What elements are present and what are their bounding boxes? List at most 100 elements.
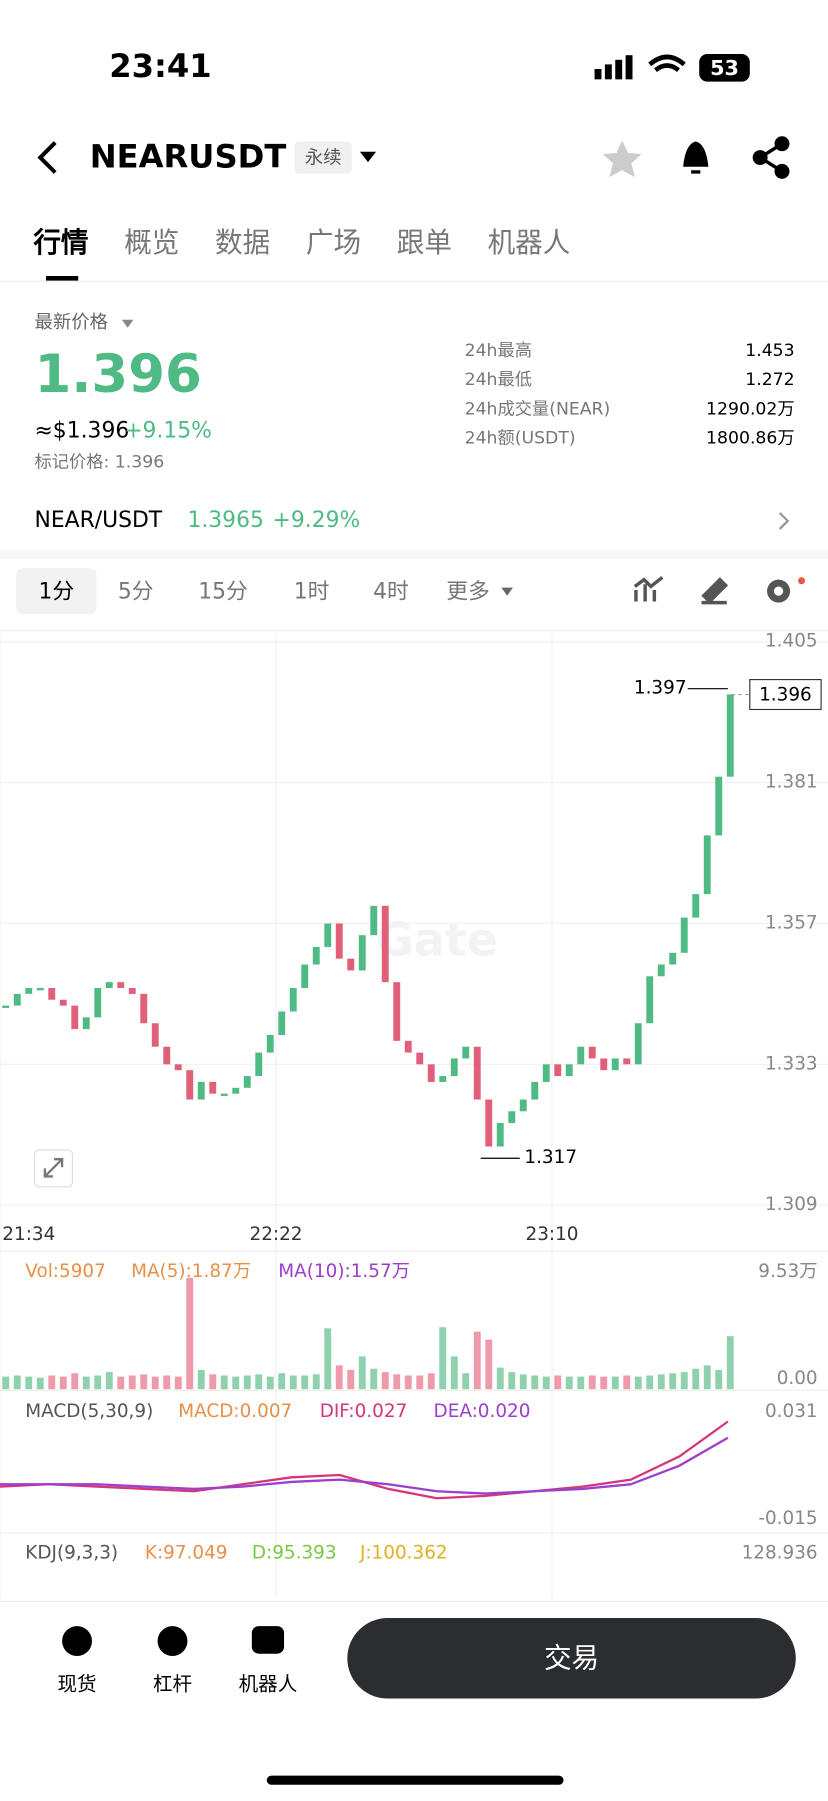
nav-label[interactable]: 机器人 bbox=[239, 1672, 298, 1695]
candle bbox=[94, 988, 102, 1018]
interval[interactable]: 4时 bbox=[373, 579, 409, 604]
candle bbox=[542, 1064, 550, 1082]
tab[interactable]: 概览 bbox=[124, 226, 179, 259]
alert[interactable] bbox=[683, 141, 709, 174]
badge bbox=[798, 577, 805, 585]
candle bbox=[163, 1046, 171, 1065]
candle bbox=[186, 1070, 194, 1100]
volume-bar bbox=[13, 1375, 21, 1390]
volume-bar bbox=[94, 1375, 102, 1390]
interval[interactable]: 1分 bbox=[38, 579, 74, 604]
tab[interactable]: 跟单 bbox=[397, 226, 452, 259]
macd-tick: 0.031 bbox=[765, 1401, 818, 1422]
volume-bar bbox=[82, 1376, 90, 1390]
tab[interactable]: 广场 bbox=[306, 226, 361, 259]
volume-bar bbox=[278, 1373, 286, 1390]
y-tick-label: 1.309 bbox=[765, 1194, 818, 1215]
volume-bar bbox=[565, 1376, 573, 1390]
kdj-label: K:97.049 bbox=[145, 1543, 228, 1564]
candle bbox=[232, 1087, 240, 1094]
nav-label[interactable]: 现货 bbox=[58, 1672, 97, 1695]
candle bbox=[174, 1064, 182, 1071]
indicator-icon[interactable] bbox=[633, 575, 664, 602]
trade-button[interactable] bbox=[347, 1618, 796, 1699]
settings-hole bbox=[773, 586, 784, 596]
volume-bar bbox=[48, 1375, 56, 1390]
volume-bar bbox=[128, 1375, 136, 1390]
kdj-tick: 128.936 bbox=[742, 1543, 818, 1564]
mark-price: 标记价格: 1.396 bbox=[35, 452, 165, 472]
y-tick-label: 1.381 bbox=[765, 772, 818, 793]
change: +9.15% bbox=[124, 418, 212, 443]
volume-bar bbox=[577, 1376, 585, 1390]
usd-price: ≈$1.396 bbox=[35, 418, 130, 443]
volume-bar bbox=[301, 1375, 309, 1390]
interval[interactable]: 15分 bbox=[198, 579, 248, 604]
volume-bar bbox=[324, 1328, 332, 1390]
volume-bar bbox=[726, 1336, 734, 1390]
vol-label: Vol:5907 bbox=[25, 1261, 106, 1282]
volume-bar bbox=[36, 1377, 44, 1390]
kdj-label: D:95.393 bbox=[252, 1543, 337, 1564]
share[interactable] bbox=[752, 136, 790, 179]
tag: 永续 bbox=[305, 148, 342, 169]
stat-label: 24h最低 bbox=[465, 370, 532, 390]
volume-bar bbox=[117, 1376, 125, 1390]
spot-icon[interactable] bbox=[62, 1626, 92, 1656]
volume-bar bbox=[473, 1331, 481, 1390]
interval[interactable]: 5分 bbox=[118, 579, 154, 604]
volume-bar bbox=[140, 1374, 148, 1390]
candle bbox=[588, 1046, 596, 1059]
tab[interactable]: 行情 bbox=[32, 226, 88, 259]
candle bbox=[347, 958, 355, 971]
back[interactable] bbox=[37, 141, 57, 174]
candle bbox=[255, 1052, 263, 1077]
candle bbox=[324, 923, 332, 947]
nav-label[interactable]: 杠杆 bbox=[153, 1672, 192, 1695]
candle bbox=[416, 1052, 424, 1065]
pair-price: 1.3965 bbox=[187, 508, 263, 533]
candle bbox=[496, 1123, 504, 1147]
x-tick-label: 23:10 bbox=[526, 1224, 579, 1245]
dropdown[interactable] bbox=[359, 151, 377, 163]
candle bbox=[312, 946, 320, 965]
volume-bar bbox=[588, 1375, 596, 1390]
candle bbox=[657, 964, 665, 977]
caret bbox=[121, 319, 134, 328]
volume-bar bbox=[243, 1375, 251, 1390]
volume-bar bbox=[381, 1372, 389, 1390]
bot-icon[interactable] bbox=[251, 1626, 285, 1654]
candle bbox=[335, 923, 343, 959]
margin-icon[interactable] bbox=[157, 1626, 188, 1656]
volume-bar bbox=[335, 1365, 343, 1390]
high-label: 1.397 bbox=[634, 678, 687, 699]
candle bbox=[13, 993, 21, 1006]
volume-bar bbox=[289, 1375, 297, 1390]
macd-label: MACD(5,30,9) bbox=[25, 1401, 153, 1422]
candle bbox=[623, 1058, 631, 1065]
draw-icon[interactable] bbox=[701, 577, 729, 605]
volume-bar bbox=[347, 1369, 355, 1390]
candle bbox=[600, 1058, 608, 1071]
candle bbox=[25, 988, 33, 994]
trade-label[interactable]: 交易 bbox=[544, 1641, 599, 1674]
candle bbox=[82, 1017, 90, 1030]
volume-bar bbox=[209, 1374, 217, 1390]
chevron[interactable] bbox=[778, 512, 790, 530]
x-tick-label: 22:22 bbox=[250, 1224, 303, 1245]
interval-active bbox=[16, 568, 97, 615]
volume-bar bbox=[427, 1373, 435, 1390]
tab[interactable]: 机器人 bbox=[488, 226, 571, 259]
volume-bar bbox=[450, 1356, 458, 1390]
stat-label: 24h最高 bbox=[465, 341, 532, 361]
volume-bar bbox=[2, 1376, 10, 1390]
current-box bbox=[749, 679, 822, 711]
interval[interactable]: 更多 bbox=[446, 579, 490, 604]
interval[interactable]: 1时 bbox=[294, 579, 330, 604]
vol-label: MA(5):1.87万 bbox=[131, 1261, 251, 1282]
candle bbox=[2, 1005, 10, 1008]
tab[interactable]: 数据 bbox=[215, 226, 270, 259]
volume-bar bbox=[669, 1373, 677, 1390]
favorite[interactable] bbox=[602, 140, 642, 178]
